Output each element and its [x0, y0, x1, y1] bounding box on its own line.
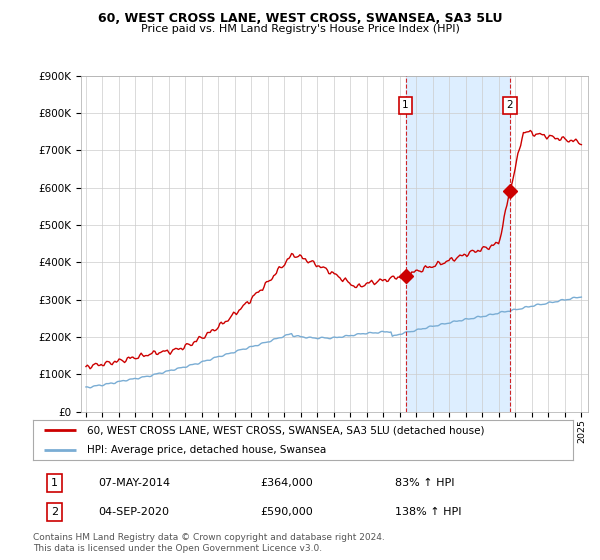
Bar — [406, 76, 510, 412]
Text: 07-MAY-2014: 07-MAY-2014 — [98, 478, 170, 488]
Text: 60, WEST CROSS LANE, WEST CROSS, SWANSEA, SA3 5LU: 60, WEST CROSS LANE, WEST CROSS, SWANSEA… — [98, 12, 502, 25]
Text: 1: 1 — [51, 478, 58, 488]
Text: 2: 2 — [51, 507, 58, 517]
Text: 1: 1 — [402, 100, 409, 110]
Text: 60, WEST CROSS LANE, WEST CROSS, SWANSEA, SA3 5LU (detached house): 60, WEST CROSS LANE, WEST CROSS, SWANSEA… — [87, 426, 485, 436]
Text: £364,000: £364,000 — [260, 478, 313, 488]
Text: Price paid vs. HM Land Registry's House Price Index (HPI): Price paid vs. HM Land Registry's House … — [140, 24, 460, 34]
Text: Contains HM Land Registry data © Crown copyright and database right 2024.
This d: Contains HM Land Registry data © Crown c… — [33, 533, 385, 553]
Text: 138% ↑ HPI: 138% ↑ HPI — [395, 507, 461, 517]
Text: £590,000: £590,000 — [260, 507, 313, 517]
Text: 04-SEP-2020: 04-SEP-2020 — [98, 507, 169, 517]
Text: 2: 2 — [506, 100, 513, 110]
Text: 83% ↑ HPI: 83% ↑ HPI — [395, 478, 454, 488]
Text: HPI: Average price, detached house, Swansea: HPI: Average price, detached house, Swan… — [87, 445, 326, 455]
